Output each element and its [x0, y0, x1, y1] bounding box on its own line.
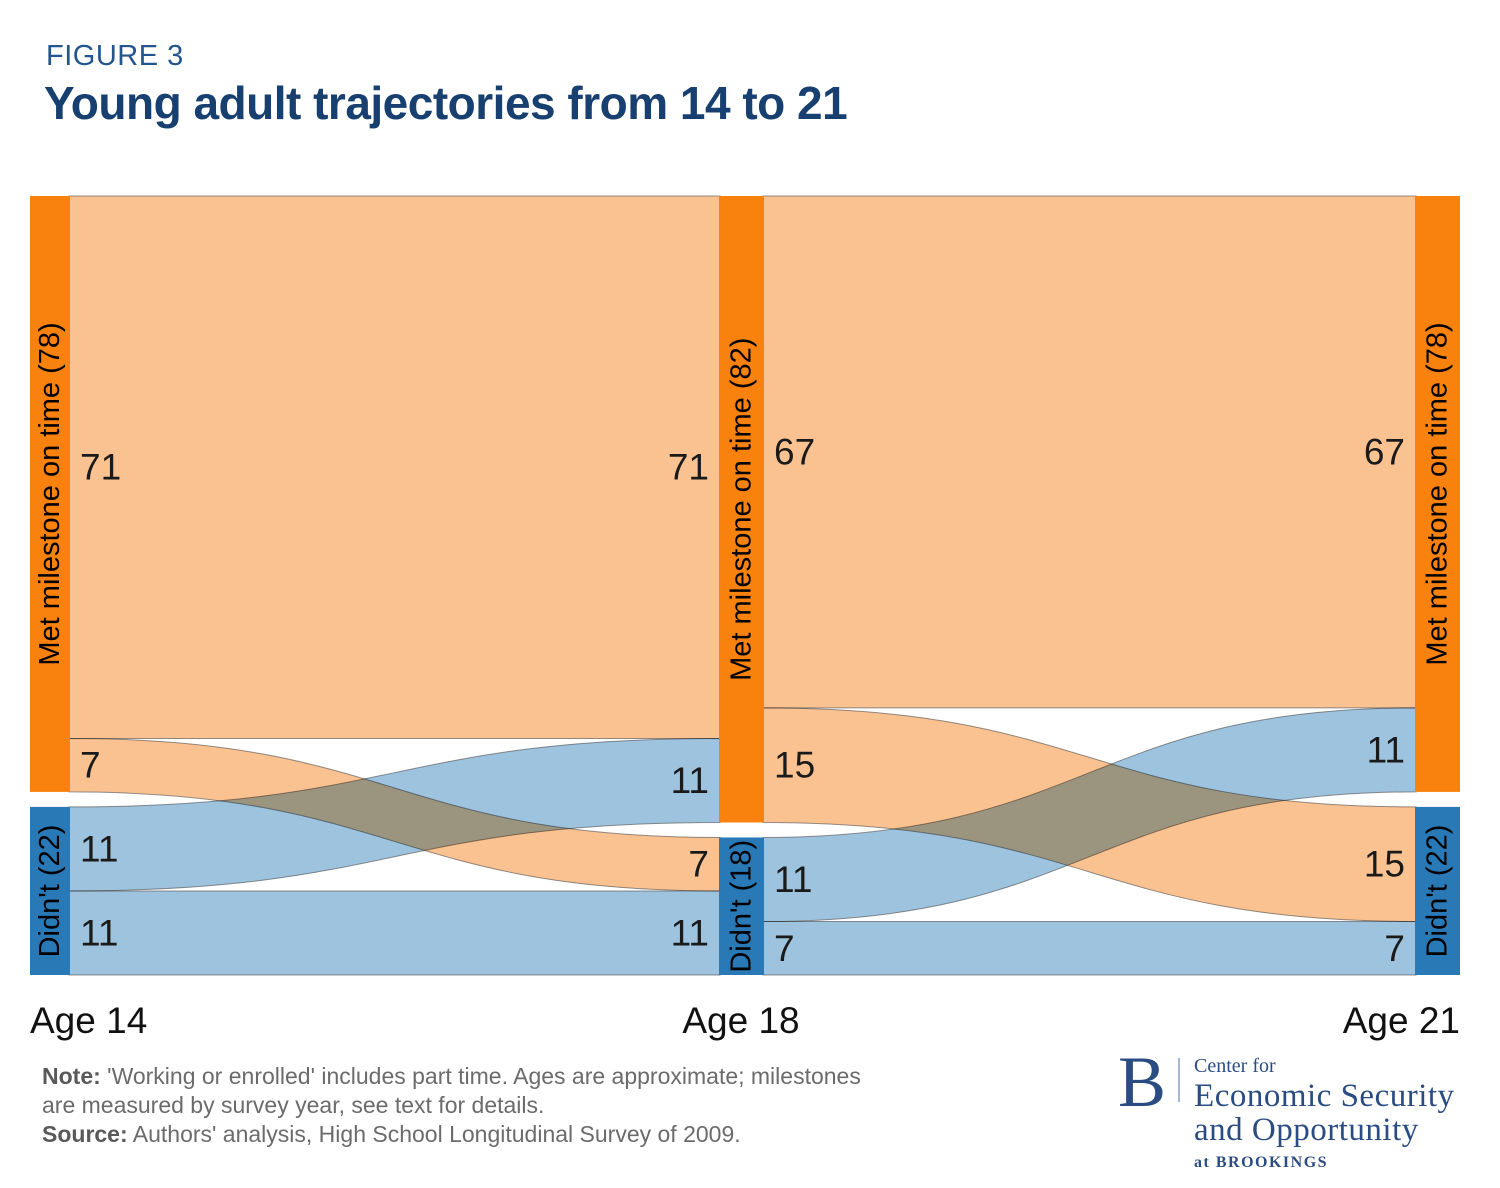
- logo-line1: Economic Security: [1194, 1078, 1455, 1114]
- page-title: Young adult trajectories from 14 to 21: [44, 77, 848, 129]
- sankey-node-label-didnt21: Didn't (22): [1422, 825, 1454, 958]
- flow-label-in-didnt14-didnt18: 11: [671, 912, 709, 953]
- sankey-node-didnt18: [719, 837, 764, 975]
- sankey-node-met18: [719, 196, 764, 823]
- logo-divider: [1178, 1058, 1181, 1102]
- sankey-nodes: Met milestone on time (78) Didn't (22) Met…: [30, 196, 1460, 975]
- x-axis-label-age14: Age 14: [30, 1000, 148, 1041]
- flow-label-out-met18-didnt21: 15: [774, 745, 815, 786]
- flow-label-in-met14-didnt18: 7: [688, 844, 709, 885]
- x-axis-label-age21: Age 21: [1342, 1000, 1460, 1041]
- flow-label-out-met14-didnt18: 7: [80, 745, 101, 786]
- sankey-node-label-met21: Met milestone on time (78): [1422, 322, 1454, 665]
- sankey-node-label-didnt18: Didn't (18): [726, 840, 758, 973]
- source-text: Authors' analysis, High School Longitudi…: [132, 1120, 741, 1147]
- sankey-node-met21: [1415, 196, 1460, 792]
- sankey-node-didnt21: [1415, 806, 1460, 975]
- x-axis-label-age18: Age 18: [682, 1000, 800, 1041]
- flow-label-out-met14-met18: 71: [80, 447, 121, 488]
- flow-label-in-didnt18-didnt21: 7: [1384, 928, 1405, 969]
- flow-label-out-didnt14-didnt18: 11: [80, 912, 118, 953]
- sankey-link-met14-met18: [68, 195, 721, 739]
- flow-label-out-met18-met21: 67: [774, 431, 815, 472]
- flow-label-in-didnt14-met18: 11: [671, 760, 709, 801]
- brookings-b-mark: B: [1118, 1042, 1167, 1122]
- source-label: Source:: [42, 1120, 128, 1147]
- sankey-link-didnt18-didnt21: [762, 921, 1417, 976]
- logo-text: Center for Economic Security and Opportu…: [1194, 1052, 1455, 1172]
- sankey-node-didnt14: [30, 806, 70, 975]
- sankey-flow-labels: 71 71 7 7 11 11 11 11 67 67 15 15 11 11 7 7: [80, 431, 1405, 968]
- sankey-node-label-met18: Met milestone on time (82): [726, 338, 758, 681]
- footnote: Note: 'Working or enrolled' includes par…: [42, 1062, 887, 1149]
- sankey-links: [68, 195, 1417, 976]
- note-label: Note:: [42, 1063, 101, 1089]
- flow-label-in-didnt18-met21: 11: [1367, 729, 1405, 770]
- flow-label-out-didnt14-met18: 11: [80, 828, 118, 869]
- sankey-link-met18-met21: [762, 195, 1417, 709]
- flow-label-in-met18-met21: 67: [1364, 431, 1405, 472]
- note-line: Note: 'Working or enrolled' includes par…: [42, 1062, 887, 1120]
- flow-label-in-met14-met18: 71: [668, 447, 709, 488]
- sankey-node-met14: [30, 196, 70, 792]
- sankey-link-didnt14-didnt18: [68, 890, 721, 976]
- logo-at-brookings: at BROOKINGS: [1194, 1153, 1329, 1171]
- figure-label: FIGURE 3: [46, 40, 184, 72]
- flow-label-out-didnt18-met21: 11: [774, 859, 812, 900]
- sankey-node-label-met14: Met milestone on time (78): [34, 322, 66, 665]
- sankey-node-label-didnt14: Didn't (22): [34, 825, 66, 958]
- logo-center-for: Center for: [1194, 1055, 1276, 1077]
- note-text: 'Working or enrolled' includes part time…: [42, 1063, 861, 1118]
- flow-label-out-didnt18-didnt21: 7: [774, 928, 795, 969]
- brookings-logo: B Center for Economic Security and Oppor…: [1118, 1042, 1455, 1172]
- logo-line2: and Opportunity: [1194, 1111, 1419, 1148]
- flow-label-in-met18-didnt21: 15: [1364, 844, 1405, 885]
- source-line: Source: Authors' analysis, High School L…: [42, 1120, 887, 1149]
